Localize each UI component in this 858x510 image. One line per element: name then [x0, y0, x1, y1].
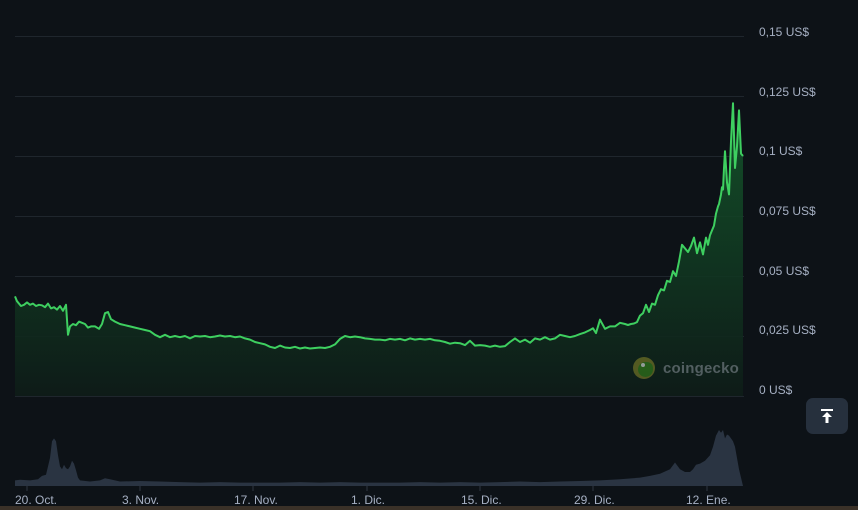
- y-axis-label-4: 0,05 US$: [759, 264, 810, 278]
- volume-bars[interactable]: [15, 430, 743, 486]
- coingecko-logo-icon: [633, 357, 655, 379]
- price-area-fill: [15, 103, 743, 396]
- watermark-text: coingecko: [663, 359, 739, 377]
- arrow-up-to-top-icon: [821, 409, 833, 423]
- y-axis-label-6: 0 US$: [759, 383, 793, 397]
- bottom-border: [0, 506, 858, 510]
- x-axis-label-0: 20. Oct.: [15, 493, 58, 507]
- coingecko-watermark: coingecko: [633, 357, 739, 379]
- x-axis-label-4: 15. Dic.: [461, 493, 502, 507]
- y-axis-label-0: 0,15 US$: [759, 25, 810, 39]
- x-axis-label-6: 12. Ene.: [686, 493, 731, 507]
- x-axis-label-2: 17. Nov.: [234, 493, 278, 507]
- x-axis-label-5: 29. Dic.: [574, 493, 615, 507]
- x-axis-label-3: 1. Dic.: [351, 493, 386, 507]
- x-axis-ticks: [26, 486, 708, 491]
- scroll-to-top-button[interactable]: [806, 398, 848, 434]
- y-axis-label-2: 0,1 US$: [759, 144, 803, 158]
- y-axis-label-1: 0,125 US$: [759, 85, 816, 99]
- x-axis-label-1: 3. Nov.: [122, 493, 160, 507]
- y-axis-label-3: 0,075 US$: [759, 204, 816, 218]
- y-axis-label-5: 0,025 US$: [759, 323, 816, 337]
- price-line[interactable]: [14, 102, 744, 350]
